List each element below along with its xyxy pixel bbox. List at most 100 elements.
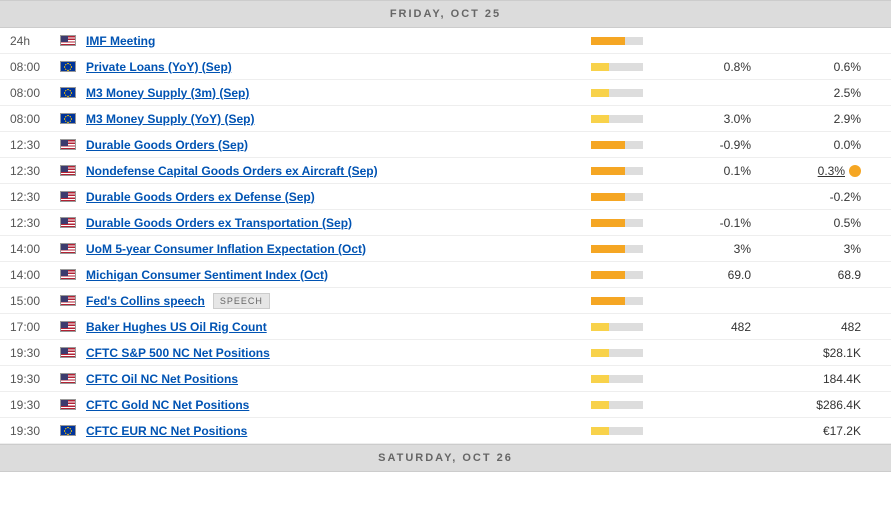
event-link[interactable]: CFTC S&P 500 NC Net Positions [86, 346, 270, 360]
forecast-value: 0.8% [671, 60, 781, 74]
impact-bar-fill [591, 245, 625, 253]
event-time: 08:00 [0, 60, 60, 74]
previous-value: 2.9% [781, 112, 891, 126]
table-row: 14:00Michigan Consumer Sentiment Index (… [0, 262, 891, 288]
impact-bar-cell [591, 245, 671, 253]
event-cell: CFTC Gold NC Net Positions [86, 398, 591, 412]
previous-value: 184.4K [781, 372, 891, 386]
event-link[interactable]: Baker Hughes US Oil Rig Count [86, 320, 267, 334]
event-link[interactable]: Durable Goods Orders ex Transportation (… [86, 216, 352, 230]
table-row: 12:30 Durable Goods Orders ex Transportat… [0, 210, 891, 236]
impact-bar-fill [591, 297, 625, 305]
event-link[interactable]: Durable Goods Orders ex Defense (Sep) [86, 190, 315, 204]
country-flag [60, 191, 86, 202]
impact-bar [591, 375, 643, 383]
country-flag [60, 399, 86, 410]
event-time: 08:00 [0, 112, 60, 126]
us-flag-icon [60, 139, 76, 150]
table-row: 08:00M3 Money Supply (YoY) (Sep)3.0%2.9% [0, 106, 891, 132]
previous-value: $28.1K [781, 346, 891, 360]
event-time: 12:30 [0, 216, 60, 230]
impact-bar-fill [591, 375, 609, 383]
event-link[interactable]: CFTC EUR NC Net Positions [86, 424, 247, 438]
impact-bar-cell [591, 63, 671, 71]
date-header-saturday: SATURDAY, OCT 26 [0, 444, 891, 472]
country-flag [60, 87, 86, 98]
impact-bar-cell [591, 375, 671, 383]
country-flag [60, 61, 86, 72]
country-flag [60, 373, 86, 384]
impact-bar-cell [591, 141, 671, 149]
impact-bar-fill [591, 115, 609, 123]
event-link[interactable]: Fed's Collins speech [86, 294, 205, 308]
event-time: 19:30 [0, 398, 60, 412]
us-flag-icon [60, 243, 76, 254]
country-flag [60, 295, 86, 306]
country-flag [60, 321, 86, 332]
event-link[interactable]: Michigan Consumer Sentiment Index (Oct) [86, 268, 328, 282]
event-cell: UoM 5-year Consumer Inflation Expectatio… [86, 242, 591, 256]
previous-value [781, 34, 891, 48]
country-flag [60, 243, 86, 254]
previous-value: 2.5% [781, 86, 891, 100]
impact-bar-fill [591, 427, 609, 435]
impact-bar-fill [591, 167, 625, 175]
previous-value: 0.0% [781, 138, 891, 152]
event-link[interactable]: CFTC Gold NC Net Positions [86, 398, 249, 412]
impact-bar [591, 245, 643, 253]
impact-bar-fill [591, 349, 609, 357]
us-flag-icon [60, 269, 76, 280]
event-link[interactable]: Nondefense Capital Goods Orders ex Aircr… [86, 164, 378, 178]
country-flag [60, 113, 86, 124]
event-link[interactable]: CFTC Oil NC Net Positions [86, 372, 238, 386]
info-icon[interactable] [849, 165, 861, 177]
table-row: 08:00 Private Loans (YoY) (Sep) 0.8%0.6% [0, 54, 891, 80]
event-cell: CFTC S&P 500 NC Net Positions [86, 346, 591, 360]
forecast-value: 0.1% [671, 164, 781, 178]
impact-bar [591, 401, 643, 409]
event-link[interactable]: M3 Money Supply (YoY) (Sep) [86, 112, 254, 126]
eu-flag-icon [60, 113, 76, 124]
country-flag [60, 269, 86, 280]
impact-bar [591, 271, 643, 279]
impact-bar-fill [591, 63, 609, 71]
impact-bar [591, 63, 643, 71]
event-link[interactable]: IMF Meeting [86, 34, 155, 48]
previous-value: 482 [781, 320, 891, 334]
eu-flag-icon [60, 425, 76, 436]
previous-value: 0.6% [781, 60, 891, 74]
impact-bar-cell [591, 167, 671, 175]
impact-bar-fill [591, 37, 625, 45]
country-flag [60, 165, 86, 176]
impact-bar [591, 323, 643, 331]
impact-bar-cell [591, 193, 671, 201]
impact-bar [591, 115, 643, 123]
event-time: 12:30 [0, 190, 60, 204]
country-flag [60, 347, 86, 358]
impact-bar-cell [591, 271, 671, 279]
impact-bar-cell [591, 297, 671, 305]
speech-badge: SPEECH [213, 293, 270, 309]
us-flag-icon [60, 191, 76, 202]
impact-bar [591, 37, 643, 45]
impact-bar-cell [591, 349, 671, 357]
us-flag-icon [60, 295, 76, 306]
forecast-value: 482 [671, 320, 781, 334]
impact-bar-fill [591, 141, 625, 149]
event-link[interactable]: UoM 5-year Consumer Inflation Expectatio… [86, 242, 366, 256]
table-row: 14:00UoM 5-year Consumer Inflation Expec… [0, 236, 891, 262]
event-cell: Michigan Consumer Sentiment Index (Oct) [86, 268, 591, 282]
event-time: 19:30 [0, 372, 60, 386]
us-flag-icon [60, 347, 76, 358]
impact-bar [591, 297, 643, 305]
impact-bar-fill [591, 89, 609, 97]
previous-value: $286.4K [781, 398, 891, 412]
impact-bar-cell [591, 115, 671, 123]
previous-value: 68.9 [781, 268, 891, 282]
event-link[interactable]: Private Loans (YoY) (Sep) [86, 60, 232, 74]
event-link[interactable]: M3 Money Supply (3m) (Sep) [86, 86, 249, 100]
event-time: 19:30 [0, 346, 60, 360]
forecast-value: 3% [671, 242, 781, 256]
event-link[interactable]: Durable Goods Orders (Sep) [86, 138, 248, 152]
impact-bar-fill [591, 193, 625, 201]
